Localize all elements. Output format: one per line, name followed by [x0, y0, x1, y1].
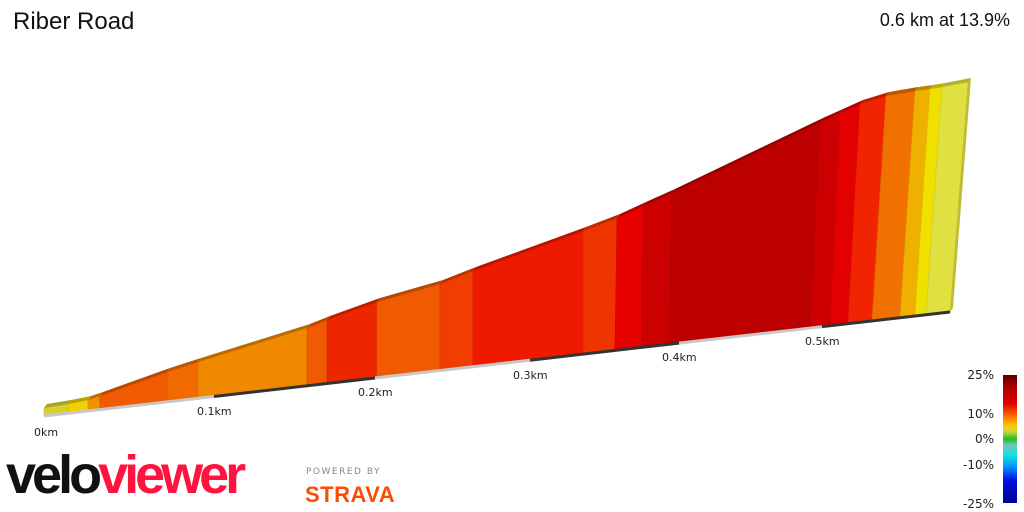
profile-segment	[326, 301, 378, 384]
baseline-band	[43, 394, 215, 418]
profile-segment-top	[377, 280, 443, 302]
distance-axis: 0km 0.1km 0.2km 0.3km 0.4km 0.5km	[34, 335, 840, 439]
profile-segment-top	[327, 298, 380, 320]
logo-velo-text: velo	[6, 445, 102, 505]
profile-segment-top	[820, 109, 843, 122]
profile-segment	[668, 121, 821, 345]
distance-tick-label: 0.5km	[805, 335, 840, 348]
profile-segment	[306, 319, 328, 387]
profile-segment-top	[617, 202, 646, 218]
baseline-band	[821, 310, 951, 329]
legend-label-25: 25%	[967, 368, 994, 382]
strava-logo[interactable]: STRAVA	[305, 482, 396, 507]
profile-segment-top	[672, 118, 823, 193]
profile-segment-top	[88, 392, 103, 400]
baseline-band	[529, 341, 680, 362]
veloviewer-logo[interactable]: veloviewer	[6, 445, 246, 505]
segment-title: Riber Road	[13, 8, 135, 35]
profile-segment	[472, 230, 584, 368]
distance-tick-label: 0.4km	[662, 351, 697, 364]
profile-segment-top	[915, 85, 933, 91]
profile-segment-top	[44, 400, 71, 408]
profile-segment-top	[942, 78, 971, 87]
profile-segment-top	[100, 368, 170, 396]
profile-segment-top	[643, 189, 675, 206]
profile-segment	[614, 205, 644, 351]
legend-label-minus-10: -10%	[962, 458, 994, 472]
profile-segment-top	[860, 92, 889, 104]
profile-segment	[582, 217, 618, 355]
baseline-band	[374, 358, 531, 380]
distance-tick-label: 0km	[34, 426, 58, 439]
segment-summary: 0.6 km at 13.9%	[879, 10, 1010, 30]
profile-segment	[439, 270, 474, 371]
profile-segment-top	[198, 324, 310, 362]
distance-tick-label: 0.3km	[513, 369, 548, 382]
distance-tick-label: 0.2km	[358, 386, 393, 399]
profile-segment-top	[473, 227, 586, 271]
profile-segment	[641, 192, 673, 348]
distance-tick-label: 0.1km	[197, 405, 232, 418]
profile-segment-top	[68, 396, 91, 404]
profile-segment-top	[440, 267, 476, 284]
powered-by-label: POWERED BY	[306, 467, 382, 477]
profile-baseline	[43, 310, 951, 418]
logo-viewer-text: viewer	[98, 445, 246, 505]
legend-label-10: 10%	[967, 407, 994, 421]
baseline-band	[678, 325, 823, 345]
legend-label-minus-25: -25%	[962, 497, 994, 511]
legend-label-0: 0%	[974, 432, 994, 446]
profile-segment-top	[840, 100, 863, 113]
baseline-band	[213, 376, 376, 398]
profile-segments	[43, 78, 971, 417]
gradient-color-scale	[1003, 375, 1017, 503]
profile-segment-top	[886, 87, 918, 96]
profile-segment-top	[167, 358, 201, 372]
profile-segment-top	[307, 316, 330, 328]
profile-segment-top	[583, 214, 620, 231]
profile-segment-top	[930, 83, 945, 89]
